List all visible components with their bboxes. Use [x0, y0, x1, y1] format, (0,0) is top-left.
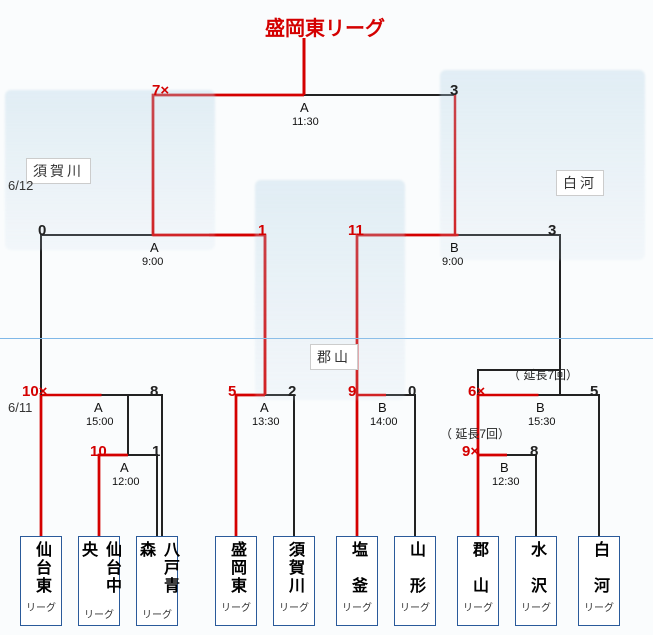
score-left: 9×	[462, 443, 479, 460]
team-league-suffix: リーグ	[463, 599, 493, 614]
score-right: 3	[548, 222, 556, 239]
score-right: 2	[288, 383, 296, 400]
team-representative: 福島県第一代表	[620, 536, 653, 613]
score-left: 11	[348, 222, 364, 239]
team-name: 仙台中央	[75, 541, 123, 602]
photo-sign-label: 須賀川	[26, 158, 91, 184]
team-league-suffix: リーグ	[142, 606, 172, 621]
court-label: B	[378, 400, 387, 415]
score-right: 1	[152, 443, 160, 460]
team-box: 塩 釜リーグ	[336, 536, 378, 626]
match-time: 9:00	[142, 256, 163, 268]
score-right: 1	[258, 222, 266, 239]
score-right: 3	[450, 82, 458, 99]
score-left: 9	[348, 383, 356, 400]
team-box: 水 沢リーグ	[515, 536, 557, 626]
match-time: 14:00	[370, 416, 398, 428]
score-right: 8	[150, 383, 158, 400]
team-name: 白 河	[587, 541, 611, 595]
team-box: 白 河リーグ	[578, 536, 620, 626]
score-right: 8	[530, 443, 538, 460]
team-box: 山 形リーグ	[394, 536, 436, 626]
score-right: 0	[408, 383, 416, 400]
team-league-suffix: リーグ	[279, 599, 309, 614]
court-label: A	[300, 100, 309, 115]
team-league-suffix: リーグ	[221, 599, 251, 614]
extra-innings-note: （ 延長7回）	[440, 425, 510, 442]
team-name: 八戸青森	[133, 541, 181, 602]
team-name: 水 沢	[524, 541, 548, 595]
team-box: 仙台東リーグ	[20, 536, 62, 626]
match-time: 11:30	[292, 116, 319, 128]
team-league-suffix: リーグ	[342, 599, 372, 614]
team-league-suffix: リーグ	[521, 599, 551, 614]
court-label: A	[150, 240, 159, 255]
court-label: B	[536, 400, 545, 415]
court-label: A	[260, 400, 269, 415]
extra-innings-note: （ 延長7回）	[508, 366, 578, 383]
team-league-suffix: リーグ	[400, 599, 430, 614]
team-league-suffix: リーグ	[26, 599, 56, 614]
team-box: 仙台中央リーグ	[78, 536, 120, 626]
team-name: 盛岡東	[224, 541, 248, 595]
date-upper: 6/12	[8, 178, 33, 193]
team-name: 仙台東	[29, 541, 53, 595]
score-left: 7×	[152, 82, 169, 99]
score-left: 6×	[468, 383, 485, 400]
score-left: 10×	[22, 383, 47, 400]
team-box: 須賀川リーグ	[273, 536, 315, 626]
team-box: 盛岡東リーグ	[215, 536, 257, 626]
match-time: 13:30	[252, 416, 280, 428]
photo-sign-label: 郡山	[310, 344, 358, 370]
bg-photo-tint	[440, 70, 645, 260]
team-name: 郡 山	[466, 541, 490, 595]
score-right: 5	[590, 383, 598, 400]
team-box: 八戸青森リーグ	[136, 536, 178, 626]
date-lower: 6/11	[8, 400, 32, 415]
score-left: 5	[228, 383, 236, 400]
match-time: 15:30	[528, 416, 556, 428]
match-time: 12:30	[492, 476, 520, 488]
team-name: 須賀川	[282, 541, 306, 595]
match-time: 9:00	[442, 256, 463, 268]
team-box: 郡 山リーグ	[457, 536, 499, 626]
team-name: 山 形	[403, 541, 427, 595]
match-time: 12:00	[112, 476, 140, 488]
court-label: A	[94, 400, 103, 415]
team-league-suffix: リーグ	[84, 606, 114, 621]
score-left: 0	[38, 222, 46, 239]
match-time: 15:00	[86, 416, 114, 428]
court-label: B	[500, 460, 509, 475]
photo-sign-label: 白河	[556, 170, 604, 196]
court-label: B	[450, 240, 459, 255]
court-label: A	[120, 460, 129, 475]
champion-title: 盛岡東リーグ	[265, 12, 385, 41]
score-left: 10	[90, 443, 107, 460]
team-name: 塩 釜	[345, 541, 369, 595]
team-league-suffix: リーグ	[584, 599, 614, 614]
